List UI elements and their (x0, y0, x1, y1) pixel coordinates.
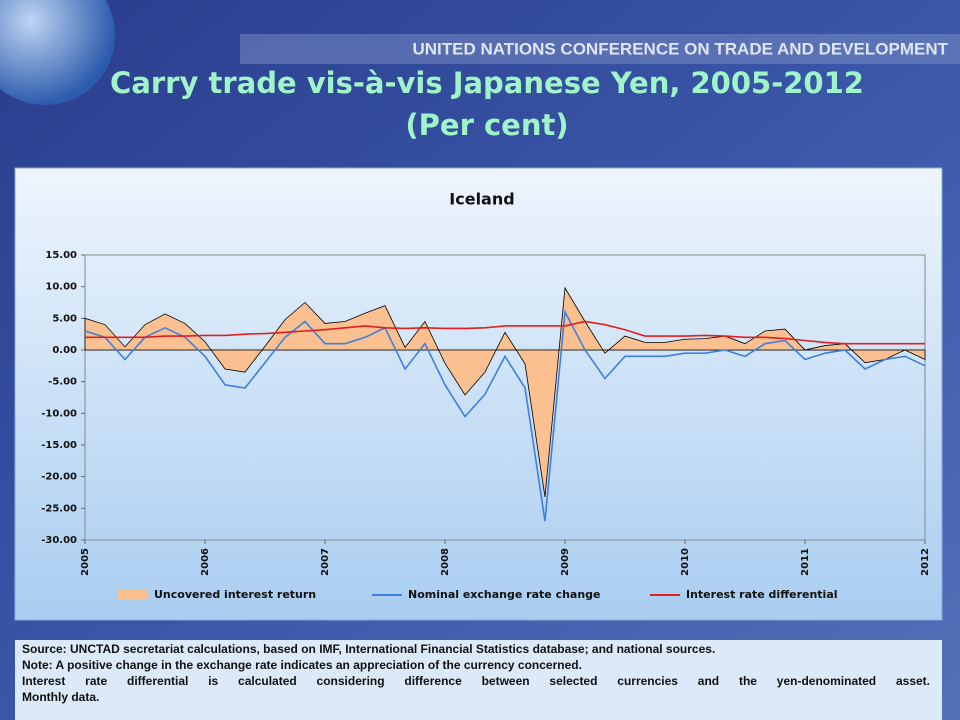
note: Monthly data. (22, 690, 100, 704)
slide-title: Carry trade vis-à-vis Japanese Yen, 2005… (110, 66, 864, 100)
y-tick-label: -25.00 (41, 503, 77, 514)
line (84, 309, 926, 522)
slide-subtitle: (Per cent) (405, 108, 568, 142)
chart-panel (14, 167, 943, 621)
chart-title: Iceland (449, 190, 514, 209)
y-tick-label: 0.00 (52, 345, 77, 356)
x-tick-label: 2011 (800, 548, 811, 576)
y-tick-label: 10.00 (45, 282, 77, 293)
x-tick-label: 2005 (80, 548, 91, 576)
y-tick-label: -15.00 (41, 440, 77, 451)
legend-label: Uncovered interest return (154, 588, 316, 601)
area (84, 286, 926, 497)
x-tick-label: 2007 (320, 548, 331, 576)
note: Note: A positive change in the exchange … (22, 658, 582, 672)
y-tick-label: 5.00 (52, 313, 77, 324)
y-tick-label: -30.00 (41, 535, 77, 546)
plot-area (84, 254, 926, 541)
x-tick-label: 2009 (560, 548, 571, 576)
x-tick-label: 2012 (920, 548, 931, 576)
notes-panel (15, 640, 942, 720)
line (85, 320, 925, 345)
y-tick-label: 15.00 (45, 250, 77, 261)
legend-swatch (118, 590, 148, 600)
globe (0, 0, 115, 105)
y-tick-label: -20.00 (41, 472, 77, 483)
x-tick-label: 2010 (680, 548, 691, 576)
x-tick-label: 2008 (440, 548, 451, 576)
note: Interest rate differential is calculated… (22, 674, 930, 688)
banner-bg (240, 34, 960, 64)
note: Source: UNCTAD secretariat calculations,… (22, 642, 716, 656)
x-tick-label: 2006 (200, 548, 211, 576)
y-tick-label: -5.00 (48, 377, 77, 388)
notes: Source: UNCTAD secretariat calculations,… (22, 641, 930, 705)
banner: UNITED NATIONS CONFERENCE ON TRADE AND D… (412, 39, 948, 58)
legend-label: Interest rate differential (686, 588, 838, 601)
y-tick-label: -10.00 (41, 408, 77, 419)
legend-label: Nominal exchange rate change (408, 588, 601, 601)
